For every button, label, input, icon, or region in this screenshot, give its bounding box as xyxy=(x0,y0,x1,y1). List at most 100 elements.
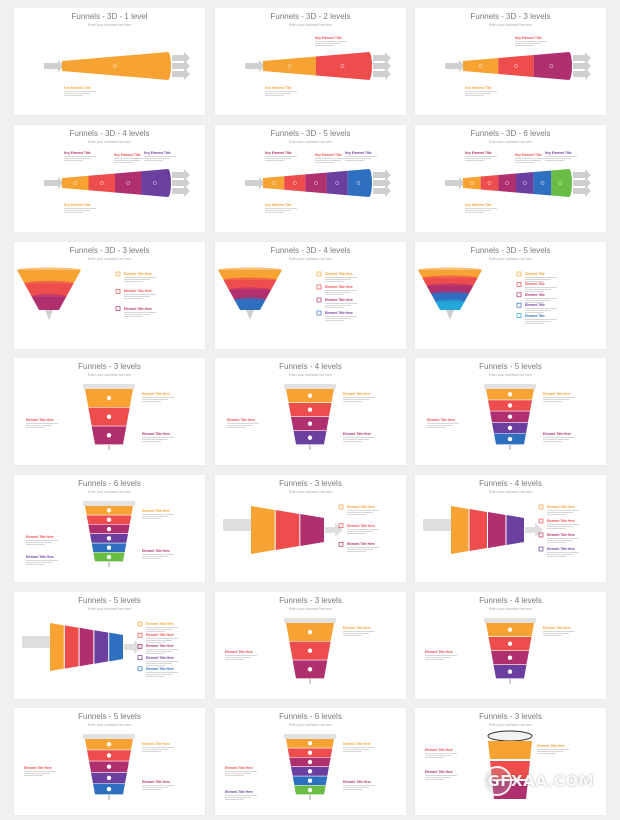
slide-thumbnail[interactable]: Funnels - 4 levels Enter your subhead lin… xyxy=(215,358,406,465)
output-arrow-icon xyxy=(172,68,190,80)
slide-thumbnail[interactable]: Funnels - 3D - 5 levels Enter your subhea… xyxy=(415,242,606,349)
segment-icon xyxy=(152,181,157,185)
funnel-tip xyxy=(45,310,53,320)
layer-icon xyxy=(307,759,313,765)
layer-icon xyxy=(307,741,313,746)
bullet-icon xyxy=(538,504,544,510)
bullet-icon xyxy=(338,504,344,510)
input-arrow-icon xyxy=(245,60,265,72)
bullet-icon xyxy=(137,644,143,649)
placeholder-text-lines xyxy=(142,436,174,443)
funnel-layer xyxy=(234,300,266,310)
slide-thumbnail[interactable]: Funnels - 3 levels Enter your subhead lin… xyxy=(215,475,406,582)
bullet-icon xyxy=(137,621,143,627)
slide-subtitle: Enter your subhead line here xyxy=(87,257,132,261)
layer-icon xyxy=(307,778,313,783)
slide-thumbnail[interactable]: Funnels - 3D - 5 levels Enter your subhea… xyxy=(215,125,406,232)
layer-icon xyxy=(307,393,313,398)
slide-thumbnail[interactable]: Funnels - 3 levels Enter your subhead lin… xyxy=(215,592,406,699)
output-arrow-icon xyxy=(172,60,190,72)
element-title: Element Title Here xyxy=(142,432,170,436)
funnel-layer xyxy=(17,270,81,284)
placeholder-text-lines xyxy=(347,528,379,535)
placeholder-text-lines xyxy=(547,537,579,544)
slide-thumbnail[interactable]: Funnels - 3D - 4 levels Enter your subhea… xyxy=(215,242,406,349)
element-title: Element Title Here xyxy=(225,650,253,654)
slide-thumbnail[interactable]: Funnels - 3D - 4 levels Enter your subhea… xyxy=(14,125,205,232)
placeholder-text-lines xyxy=(465,207,497,214)
element-title: Element Title Here xyxy=(146,655,174,660)
layer-icon xyxy=(307,750,313,755)
funnel-lid xyxy=(284,734,336,739)
bullet-icon xyxy=(316,297,322,303)
cup-rim xyxy=(487,730,533,742)
slide-thumbnail[interactable]: Funnels - 3D - 6 levels Enter your subhea… xyxy=(415,125,606,232)
funnel-segment xyxy=(498,173,516,193)
slide-thumbnail[interactable]: Funnels - 3D - 3 levels Enter your subhea… xyxy=(415,8,606,115)
element-title: Element Title xyxy=(525,303,545,308)
funnel-mouth xyxy=(165,52,171,80)
placeholder-text-lines xyxy=(124,293,156,300)
slide-thumbnail[interactable]: Funnels - 5 levels Enter your subhead lin… xyxy=(14,592,205,699)
slide-thumbnail[interactable]: Funnels - 6 levels Enter your subhead lin… xyxy=(215,708,406,815)
slide-subtitle: Enter your subhead line here xyxy=(488,257,533,261)
element-title: Key Element Title xyxy=(465,151,492,155)
bullet-icon xyxy=(516,282,522,287)
element-title: Key Element Title xyxy=(545,151,572,155)
slide-subtitle: Enter your subhead line here xyxy=(87,723,132,727)
slide-thumbnail[interactable]: Funnels - 3 levels Enter your subhead lin… xyxy=(14,358,205,465)
slide-subtitle: Enter your subhead line here xyxy=(288,257,333,261)
element-title: Element Title Here xyxy=(325,298,353,302)
funnel-tip xyxy=(246,310,254,320)
output-arrow-icon xyxy=(172,177,190,189)
slide-thumbnail[interactable]: Funnels - 3D - 1 level Enter your subhead… xyxy=(14,8,205,115)
placeholder-text-lines xyxy=(547,551,579,558)
funnel-segment xyxy=(516,172,534,194)
slide-thumbnail[interactable]: Funnels - 5 levels Enter your subhead lin… xyxy=(415,358,606,465)
funnel-diagram xyxy=(445,52,591,80)
segment-icon xyxy=(558,181,562,185)
layer-rim xyxy=(229,287,271,293)
segment-icon xyxy=(340,64,345,68)
slide-title: Funnels - 4 levels xyxy=(279,362,342,371)
layer-icon xyxy=(507,392,513,397)
funnel-diagram xyxy=(487,730,533,799)
placeholder-text-lines xyxy=(525,307,557,314)
element-title: Element Title Here xyxy=(124,289,152,294)
slide-thumbnail[interactable]: Funnels - 4 levels Enter your subhead lin… xyxy=(415,475,606,582)
element-title: Element Title Here xyxy=(537,744,565,748)
slide-subtitle: Enter your subhead line here xyxy=(488,373,533,377)
slide-thumbnail[interactable]: Funnels - 5 levels Enter your subhead lin… xyxy=(14,708,205,815)
layer-rim xyxy=(234,297,266,303)
funnel-diagram xyxy=(245,52,391,80)
slide-title: Funnels - 3 levels xyxy=(279,596,342,605)
output-arrow-icon xyxy=(325,523,343,537)
funnel-layer xyxy=(488,512,506,548)
slide-thumbnail[interactable]: Funnels - 4 levels Enter your subhead lin… xyxy=(415,592,606,699)
funnel-spout xyxy=(509,445,511,450)
placeholder-text-lines xyxy=(425,774,457,781)
layer-icon xyxy=(106,414,112,419)
funnel-mouth xyxy=(366,169,372,197)
placeholder-text-lines xyxy=(64,207,96,214)
funnel-segment xyxy=(62,175,89,191)
element-title: Element Title Here xyxy=(325,272,353,276)
layer-rim xyxy=(17,267,81,273)
placeholder-text-lines xyxy=(142,784,174,791)
input-arrow-icon xyxy=(445,60,465,72)
slide-title: Funnels - 3 levels xyxy=(479,712,542,721)
funnel-diagram xyxy=(223,504,344,554)
element-title: Element Title Here xyxy=(146,644,174,649)
funnel-spout xyxy=(108,445,110,450)
layer-icon xyxy=(307,648,313,653)
funnel-segment xyxy=(115,171,142,195)
placeholder-text-lines xyxy=(347,546,379,553)
slide-thumbnail[interactable]: Funnels - 3D - 3 levels Enter your subhea… xyxy=(14,242,205,349)
layer-icon xyxy=(106,742,112,747)
slide-thumbnail[interactable]: Funnels - 3D - 2 levels Enter your subhea… xyxy=(215,8,406,115)
slide-subtitle: Enter your subhead line here xyxy=(87,490,132,494)
slide-thumbnail[interactable]: Funnels - 3 levels Enter your subhead lin… xyxy=(415,708,606,815)
slide-subtitle: Enter your subhead line here xyxy=(488,140,533,144)
funnel-segment xyxy=(284,174,306,192)
slide-thumbnail[interactable]: Funnels - 6 levels Enter your subhead lin… xyxy=(14,475,205,582)
